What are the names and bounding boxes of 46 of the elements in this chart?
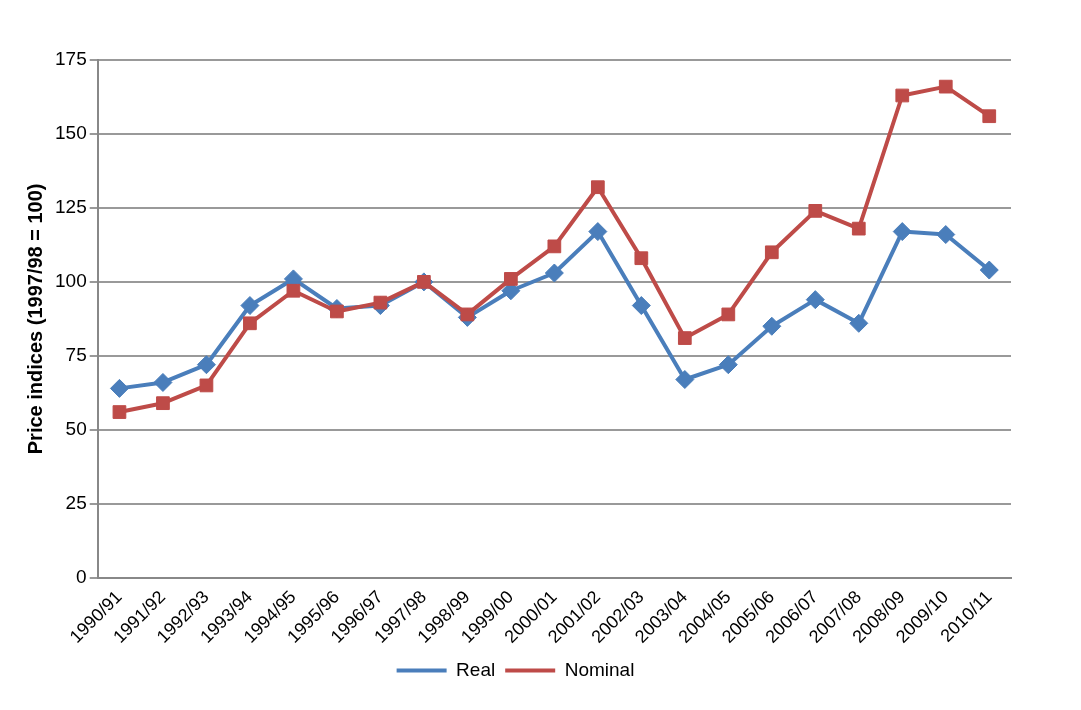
point (544, 263, 564, 283)
point (936, 225, 956, 245)
point (504, 272, 518, 286)
y-tick-label: 125 (55, 196, 87, 218)
point (590, 180, 605, 195)
point (460, 307, 475, 322)
point (196, 355, 216, 375)
y-tick-label: 100 (55, 270, 87, 292)
point (808, 204, 823, 218)
point (373, 295, 388, 310)
point (286, 283, 301, 298)
legend-label: Nominal (564, 658, 635, 680)
point (677, 331, 692, 345)
point (153, 372, 173, 392)
point (112, 405, 127, 419)
point (805, 290, 825, 310)
point (892, 222, 912, 242)
point (764, 245, 779, 260)
point (243, 316, 257, 331)
y-axis-title: Price indices (1997/98 = 100) (23, 183, 46, 455)
point (851, 221, 866, 236)
y-tick-label: 50 (65, 418, 87, 440)
point (330, 304, 344, 319)
point (982, 109, 997, 124)
point (895, 88, 910, 103)
y-tick-label: 75 (65, 344, 87, 366)
y-tick-label: 150 (55, 122, 87, 144)
point (199, 378, 214, 393)
point (721, 307, 736, 322)
point (631, 296, 651, 316)
point (849, 313, 869, 333)
y-tick-label: 0 (76, 565, 87, 587)
legend-label: Real (456, 658, 496, 680)
point (109, 378, 129, 398)
point (156, 396, 170, 411)
point (762, 316, 782, 336)
point (979, 260, 999, 280)
point (634, 251, 649, 266)
point (718, 355, 738, 375)
point (938, 79, 953, 94)
point (588, 222, 608, 242)
point (547, 239, 562, 254)
y-tick-label: 175 (55, 48, 87, 70)
point (240, 296, 260, 316)
point (675, 370, 695, 390)
y-tick-label: 25 (65, 491, 87, 513)
